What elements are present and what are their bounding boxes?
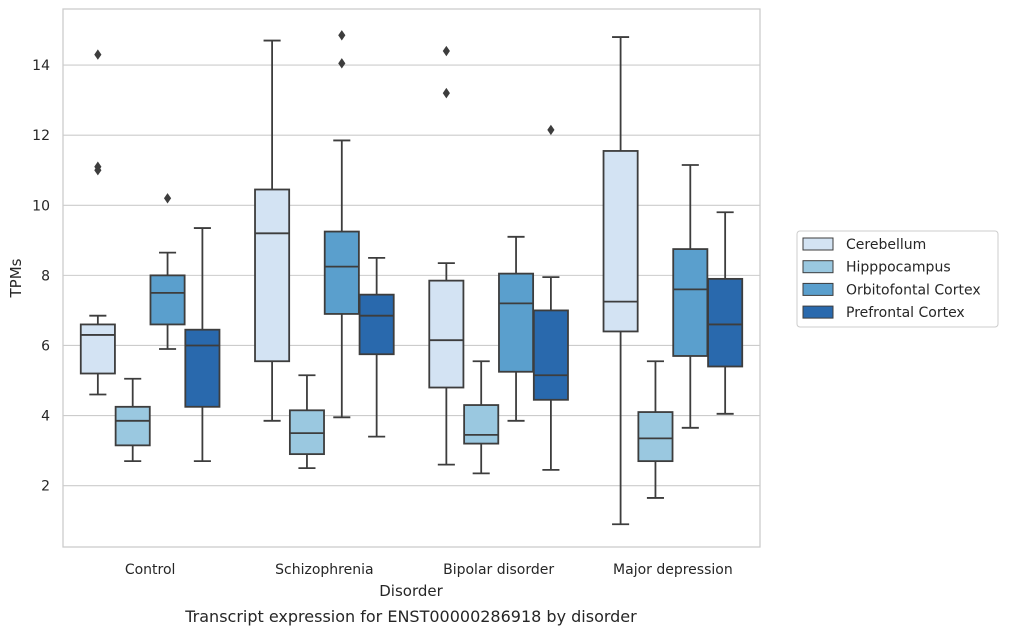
x-axis-ticks: Control Schizophrenia Bipolar disorder Majo…: [125, 562, 733, 578]
legend-label: Cerebellum: [846, 237, 926, 253]
box-iqr: [672, 248, 709, 357]
box-prefrontal-cortex: [532, 124, 569, 471]
chart-caption: Transcript expression for ENST0000028691…: [184, 607, 637, 626]
legend-label: Orbitofontal Cortex: [846, 282, 981, 298]
box-iqr: [498, 272, 535, 373]
outlier-point: [442, 45, 450, 57]
box-cerebellum: [254, 39, 291, 422]
legend-label: Prefrontal Cortex: [846, 305, 965, 321]
y-tick-label: 14: [32, 58, 50, 74]
legend-swatch: [802, 237, 834, 251]
outlier-point: [338, 58, 346, 69]
box-prefrontal-cortex: [707, 211, 744, 415]
box-iqr: [79, 323, 116, 375]
box-iqr: [602, 150, 639, 333]
box-prefrontal-cortex: [184, 227, 221, 463]
y-axis-label: TPMs: [7, 258, 25, 298]
box-hipppocampus: [637, 360, 674, 499]
box-cerebellum: [79, 49, 116, 396]
legend-label: Hipppocampus: [846, 260, 951, 276]
box-hipppocampus: [463, 360, 500, 475]
legend-frame: [796, 230, 999, 328]
y-tick-label: 10: [32, 198, 50, 214]
x-tick-label: Control: [125, 562, 176, 578]
outlier-point: [94, 49, 102, 60]
box-iqr: [532, 309, 569, 401]
y-tick-label: 6: [41, 338, 50, 354]
legend-swatch: [802, 282, 834, 296]
x-axis-label: Disorder: [379, 582, 443, 600]
box-prefrontal-cortex: [358, 256, 395, 438]
y-tick-label: 4: [41, 409, 50, 425]
box-iqr: [463, 404, 500, 445]
box-hipppocampus: [114, 377, 151, 463]
box-cerebellum: [602, 36, 639, 526]
x-tick-label: Major depression: [613, 562, 733, 578]
y-tick-label: 8: [41, 268, 50, 284]
x-tick-label: Bipolar disorder: [443, 562, 554, 578]
box-series: [79, 30, 744, 526]
box-iqr: [149, 274, 186, 326]
outlier-point: [442, 87, 450, 99]
outlier-point: [547, 124, 555, 136]
legend-swatch: [802, 305, 834, 319]
legend: Cerebellum Hipppocampus Orbitofontal Corte…: [796, 230, 999, 328]
y-axis-ticks: 2 4 6 8 10 12 14: [32, 58, 50, 495]
box-orbitofontal-cortex: [149, 193, 186, 350]
outlier-point: [94, 165, 102, 176]
legend-swatch: [802, 260, 834, 274]
box-cerebellum: [428, 45, 465, 466]
outlier-point: [338, 30, 346, 41]
plot-frame: [62, 8, 761, 548]
box-iqr: [254, 188, 291, 363]
y-tick-label: 12: [32, 128, 50, 144]
box-orbitofontal-cortex: [672, 164, 709, 429]
box-iqr: [114, 405, 151, 447]
box-iqr: [637, 411, 674, 463]
box-iqr: [428, 279, 465, 389]
y-tick-label: 2: [41, 479, 50, 495]
box-iqr: [184, 328, 221, 408]
outlier-point: [163, 193, 172, 204]
box-iqr: [707, 277, 744, 368]
box-iqr: [358, 293, 395, 356]
box-orbitofontal-cortex: [323, 30, 360, 419]
x-tick-label: Schizophrenia: [275, 562, 373, 578]
box-iqr: [323, 230, 360, 315]
box-hipppocampus: [288, 374, 325, 470]
